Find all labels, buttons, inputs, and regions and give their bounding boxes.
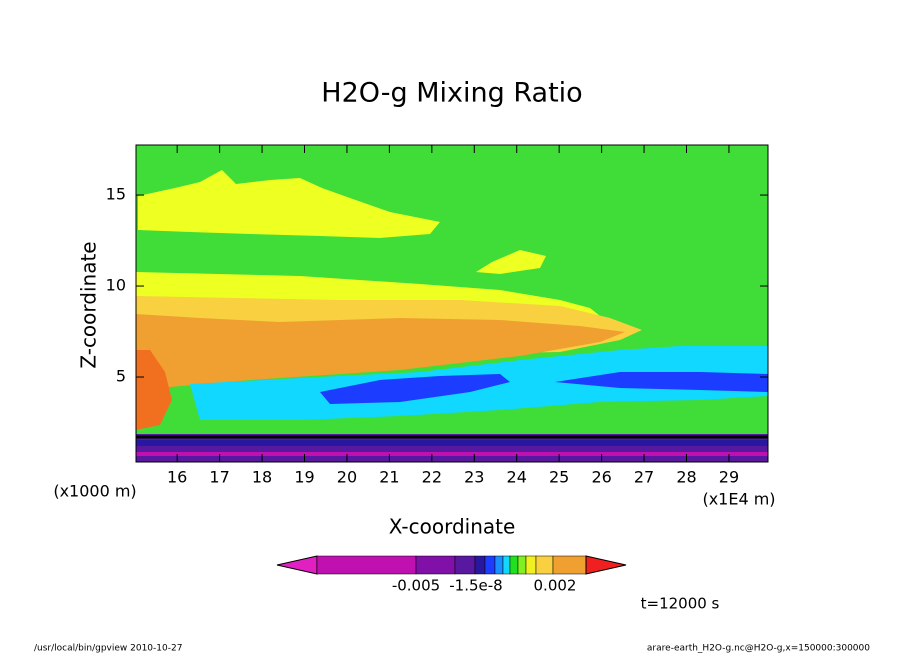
contour-region xyxy=(136,440,768,446)
contour-field xyxy=(136,145,768,462)
contour-region xyxy=(136,314,625,390)
colorbar-cell xyxy=(494,555,504,575)
colorbar-cell xyxy=(484,555,496,575)
contour-region xyxy=(136,452,768,456)
colorbar-cell xyxy=(525,555,537,575)
colorbar: -0.005 -1.5e-8 0.002 xyxy=(276,555,627,595)
colorbar-cell xyxy=(517,555,527,575)
colorbar-cell xyxy=(316,555,417,575)
x-tick-label: 18 xyxy=(252,468,272,487)
contour-region xyxy=(136,350,172,430)
x-tick-label: 21 xyxy=(379,468,399,487)
footer-left: /usr/local/bin/gpview 2010-10-27 xyxy=(34,644,182,654)
x-tick-label: 25 xyxy=(549,468,569,487)
colorbar-cell xyxy=(552,555,587,575)
y-axis-label: Z-coordinate xyxy=(77,241,101,368)
colorbar-cell xyxy=(474,555,486,575)
x-tick-label: 20 xyxy=(337,468,357,487)
colorbar-arrow xyxy=(276,555,318,575)
contour-region xyxy=(138,170,440,238)
colorbar-cell xyxy=(454,555,476,575)
x-tick-label: 29 xyxy=(719,468,739,487)
contour-region xyxy=(555,372,768,392)
plot-frame xyxy=(135,144,769,463)
x-tick-label: 27 xyxy=(634,468,654,487)
colorbar-cell xyxy=(415,555,456,575)
x-tick-label: 26 xyxy=(591,468,611,487)
x-tick-label: 17 xyxy=(209,468,229,487)
x-tick-label: 22 xyxy=(422,468,442,487)
x-tick-label: 19 xyxy=(294,468,314,487)
chart-title: H2O-g Mixing Ratio xyxy=(321,78,582,109)
axes: 16 17 18 19 20 21 22 23 24 25 26 27 28 29 5 10 15 xyxy=(106,145,768,487)
colorbar-label: 0.002 xyxy=(534,577,577,595)
time-label: t=12000 s xyxy=(641,595,720,613)
colorbar-label: -1.5e-8 xyxy=(449,577,502,595)
x-tick-label: 16 xyxy=(167,468,187,487)
x-tick-label: 28 xyxy=(676,468,696,487)
colorbar-cell xyxy=(502,555,511,575)
x-unit: (x1000 m) xyxy=(53,482,136,501)
colorbar-arrow xyxy=(585,555,627,575)
footer-right: arare-earth_H2O-g.nc@H2O-g,x=150000:3000… xyxy=(647,644,870,654)
y-tick-label: 5 xyxy=(116,367,126,386)
colorbar-cell xyxy=(535,555,554,575)
x-tick-label: 23 xyxy=(464,468,484,487)
y-tick-label: 15 xyxy=(106,185,126,204)
contour-region xyxy=(320,374,510,404)
colorbar-cell xyxy=(509,555,519,575)
x-scale: (x1E4 m) xyxy=(702,490,775,509)
contour-region xyxy=(476,250,546,274)
y-tick-label: 10 xyxy=(106,276,126,295)
x-axis-label: X-coordinate xyxy=(389,515,516,539)
x-tick-label: 24 xyxy=(507,468,527,487)
colorbar-label: -0.005 xyxy=(392,577,440,595)
